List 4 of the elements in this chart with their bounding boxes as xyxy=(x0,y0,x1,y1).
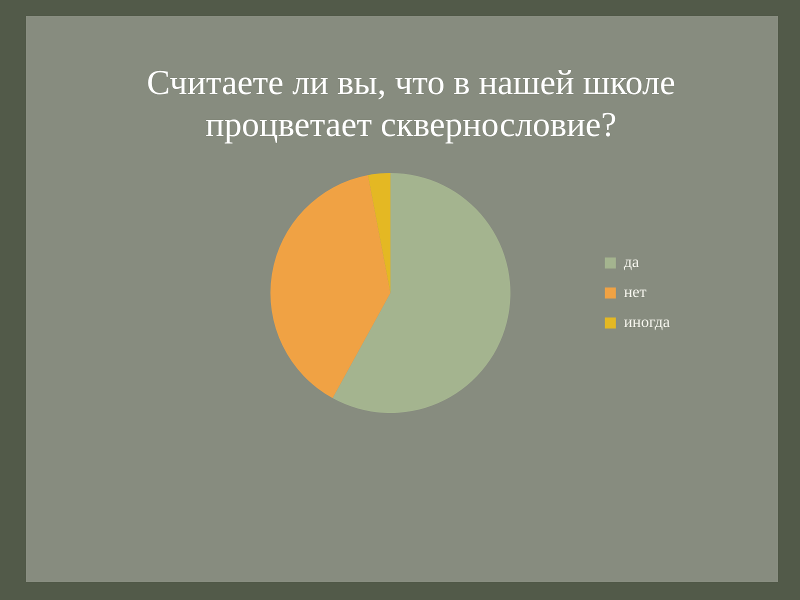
legend-label: иногда xyxy=(624,314,670,332)
chart-title: Считаете ли вы, что в нашей школе процветает сквернословие? xyxy=(146,62,676,146)
legend-label: да xyxy=(624,254,640,272)
legend-label: нет xyxy=(624,284,647,302)
